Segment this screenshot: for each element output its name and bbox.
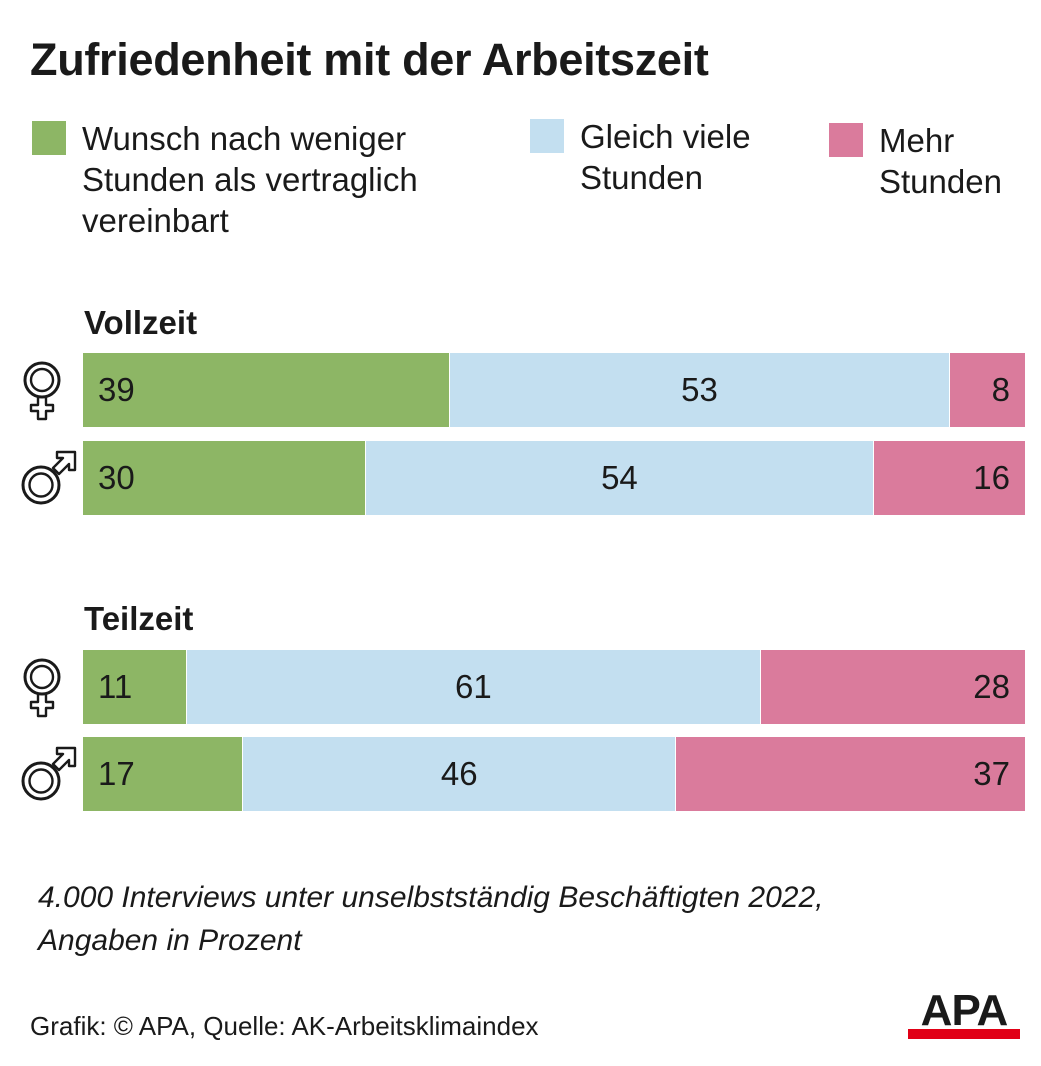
- bar-value-label: 54: [601, 459, 638, 496]
- legend-label-mehr: Mehr Stunden: [879, 122, 1002, 200]
- bar-segment-mehr: 16: [874, 441, 1025, 515]
- legend-swatch-gleich: [530, 119, 564, 153]
- bar-value-label: 11: [98, 668, 133, 705]
- bar-value-label: 8: [991, 371, 1010, 408]
- bar-value-label: 16: [973, 459, 1010, 496]
- legend-item-mehr: Mehr Stunden: [829, 120, 1002, 202]
- female-icon: [18, 655, 66, 724]
- bar-segment-weniger: 39: [83, 353, 451, 427]
- source-credit: Grafik: © APA, Quelle: AK-Arbeitsklimain…: [30, 1011, 539, 1041]
- bar-segment-mehr: 37: [676, 737, 1025, 811]
- bar-segment-mehr: 28: [761, 650, 1025, 724]
- bar-value-label: 17: [98, 755, 135, 792]
- bar-segment-gleich: 61: [186, 650, 762, 724]
- bar-value-label: 39: [98, 371, 135, 408]
- apa-logo-text: APA: [920, 986, 1009, 1035]
- legend-item-gleich: Gleich viele Stunden: [530, 116, 751, 198]
- bar-value-label: 37: [973, 755, 1010, 792]
- male-icon: [18, 446, 80, 513]
- male-icon: [18, 742, 80, 809]
- legend-label-weniger: Wunsch nach weniger Stunden als vertragl…: [82, 120, 418, 239]
- apa-logo-bar: [908, 1029, 1020, 1039]
- legend-label-gleich: Gleich viele Stunden: [580, 118, 751, 196]
- legend-swatch-mehr: [829, 123, 863, 157]
- apa-logo: APA: [908, 986, 1020, 1039]
- bar-value-label: 46: [440, 755, 478, 792]
- chart-title: Zufriedenheit mit der Arbeitszeit: [30, 34, 709, 85]
- legend-item-weniger: Wunsch nach weniger Stunden als vertragl…: [32, 118, 418, 241]
- bar-row-vollzeit-female: 39 53 8: [83, 353, 1025, 427]
- legend-swatch-weniger: [32, 121, 66, 155]
- bar-value-label: 30: [98, 459, 135, 496]
- bar-segment-gleich: 46: [243, 737, 677, 811]
- bar-segment-weniger: 17: [83, 737, 244, 811]
- bar-row-teilzeit-female: 11 61 28: [83, 650, 1025, 724]
- bar-value-label: 28: [973, 668, 1010, 705]
- bar-value-label: 61: [455, 668, 492, 705]
- bar-row-vollzeit-male: 30 54 16: [83, 441, 1025, 515]
- group-label-vollzeit: Vollzeit: [84, 304, 198, 341]
- female-icon: [18, 358, 66, 427]
- bar-segment-mehr: 8: [949, 353, 1025, 427]
- bar-segment-weniger: 11: [83, 650, 187, 724]
- bar-row-teilzeit-male: 17 46 37: [83, 737, 1025, 811]
- bar-value-label: 53: [681, 371, 718, 408]
- bar-segment-gleich: 54: [365, 441, 875, 515]
- bar-segment-weniger: 30: [83, 441, 366, 515]
- bar-segment-gleich: 53: [450, 353, 950, 427]
- footnote: 4.000 Interviews unter unselbstständig B…: [38, 881, 824, 957]
- group-label-teilzeit: Teilzeit: [84, 600, 194, 637]
